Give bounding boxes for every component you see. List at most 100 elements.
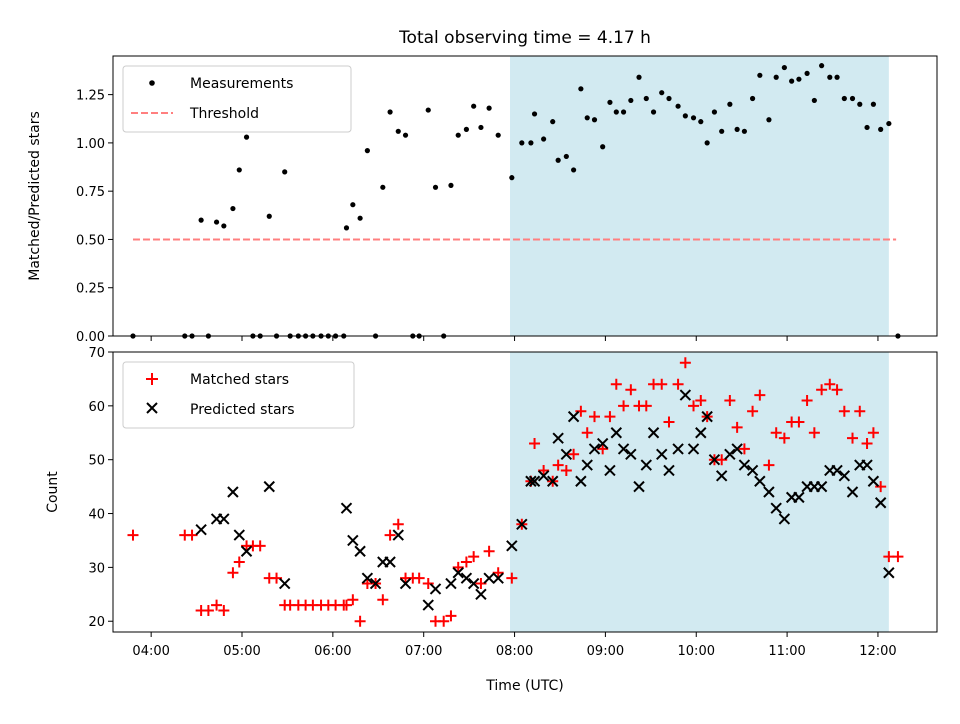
- predicted-star-point: [793, 491, 805, 504]
- measurement-point: [690, 115, 697, 121]
- matched-star-point: [492, 567, 504, 579]
- measurement-point: [550, 119, 556, 125]
- matched-star-point: [202, 604, 214, 616]
- predicted-star-point: [354, 545, 366, 557]
- predicted-star-point: [754, 475, 766, 487]
- predicted-star-point: [429, 583, 442, 595]
- matched-star-point: [604, 411, 616, 423]
- predicted-star-point: [537, 470, 550, 482]
- measurement-point: [591, 117, 598, 123]
- matched-star-point: [754, 389, 766, 401]
- measurement-point: [213, 219, 220, 225]
- predicted-star-point: [663, 464, 675, 477]
- measurement-point: [819, 63, 825, 69]
- matched-star-point: [445, 610, 457, 622]
- measurement-point: [478, 124, 484, 131]
- predicted-star-point: [227, 486, 239, 498]
- measurement-point: [243, 134, 250, 140]
- measurement-point: [834, 74, 840, 80]
- count-plot: 20 30 40 50 60 70 04:00 05:00 06:00 07:00 08:00 09…: [45, 346, 938, 694]
- measurement-point: [578, 86, 584, 92]
- predicted-star-point: [581, 459, 593, 471]
- x-tick-label: 06:00: [314, 644, 351, 659]
- matched-star-point: [618, 400, 630, 412]
- predicted-star-point: [399, 577, 412, 590]
- matched-star-point: [808, 427, 820, 439]
- matched-star-point: [340, 599, 352, 611]
- measurement-point: [628, 97, 634, 104]
- measurement-point: [804, 70, 810, 76]
- measurement-point: [841, 95, 847, 102]
- predicted-star-point: [724, 448, 736, 461]
- predicted-star-point: [838, 470, 851, 482]
- measurement-point: [698, 119, 704, 125]
- predicted-star-point: [384, 556, 396, 568]
- measurement-point: [704, 140, 710, 146]
- predicted-star-point: [369, 577, 382, 590]
- count-y-axis-label: Count: [45, 471, 61, 513]
- matched-star-point: [354, 615, 366, 627]
- measurement-point: [266, 213, 272, 219]
- matched-star-point: [770, 427, 782, 439]
- predicted-star-point: [392, 529, 404, 541]
- predicted-star-point: [672, 443, 684, 455]
- matched-star-point: [854, 405, 866, 417]
- ratio-y-tick-label: 0.75: [76, 185, 105, 200]
- ratio-y-tick-label: 0.50: [76, 233, 105, 248]
- measurement-point: [682, 113, 688, 119]
- measurement-point: [620, 109, 627, 115]
- count-y-tick-label: 60: [88, 400, 105, 415]
- measurement-point: [789, 78, 795, 84]
- observing-window-shade-top: [510, 56, 889, 336]
- measurement-point: [395, 128, 401, 134]
- matched-star-point: [568, 448, 580, 460]
- measurement-point: [600, 144, 606, 150]
- x-tick-label: 07:00: [405, 644, 442, 659]
- predicted-star-point: [567, 410, 580, 423]
- ratio-y-tick-label: 1.00: [76, 137, 105, 152]
- measurement-point: [509, 175, 515, 181]
- measurement-point: [796, 76, 802, 82]
- matched-star-point: [233, 556, 245, 568]
- ratio-y-tick-label: 1.25: [76, 89, 105, 104]
- predicted-star-point: [815, 480, 828, 493]
- measurement-point: [811, 97, 817, 104]
- matched-star-point: [483, 545, 495, 557]
- predicted-star-point: [560, 448, 573, 461]
- matched-star-point: [801, 394, 813, 406]
- measurement-point: [886, 120, 892, 127]
- measurement-point: [531, 111, 538, 117]
- matched-star-point: [695, 394, 707, 406]
- matched-star-point: [254, 540, 266, 552]
- predicted-star-point: [763, 486, 775, 498]
- predicted-star-point: [233, 529, 245, 541]
- predicted-star-point: [647, 427, 660, 439]
- measurement-point: [555, 157, 561, 163]
- measurement-point: [432, 184, 439, 190]
- measurement-point: [636, 74, 642, 80]
- predicted-star-point: [475, 588, 487, 601]
- measurement-point: [719, 128, 725, 134]
- predicted-star-point: [516, 518, 528, 531]
- predicted-star-point: [525, 475, 537, 487]
- measurement-point: [519, 140, 525, 146]
- predicted-star-point: [467, 577, 480, 590]
- predicted-star-point: [770, 502, 782, 514]
- predicted-star-point: [460, 572, 473, 584]
- ratio-y-ticks: 0.00 0.25 0.50 0.75 1.00 1.25: [76, 89, 113, 345]
- count-marks: [127, 357, 904, 627]
- predicted-star-point: [846, 486, 859, 498]
- matched-star-point: [778, 432, 790, 444]
- legend-measurements-marker: [149, 80, 155, 86]
- matched-star-point: [468, 551, 480, 563]
- legend-threshold-label: Threshold: [189, 106, 259, 122]
- matched-star-point: [892, 551, 904, 563]
- measurement-point: [870, 101, 877, 107]
- ratio-x-ticks: [150, 336, 879, 341]
- x-axis-label: Time (UTC): [485, 678, 563, 694]
- measurement-point: [486, 105, 492, 111]
- predicted-star-point: [633, 480, 645, 493]
- matched-star-point: [724, 394, 736, 406]
- matched-star-point: [581, 427, 593, 439]
